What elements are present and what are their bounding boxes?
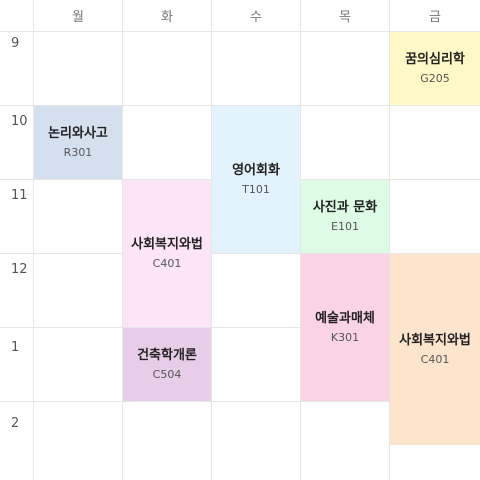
course-block-dream-psychology[interactable]: 꿈의심리학 G205 — [390, 32, 480, 105]
course-name: 꿈의심리학 — [405, 52, 465, 67]
course-block-logic-thinking[interactable]: 논리와사고 R301 — [34, 106, 122, 179]
day-header-mon: 월 — [33, 0, 122, 31]
course-name: 사진과 문화 — [312, 200, 378, 215]
course-block-social-welfare-law[interactable]: 사회복지와법 C401 — [123, 180, 211, 327]
course-room: K301 — [330, 331, 360, 344]
course-block-english-conversation[interactable]: 영어회화 T101 — [212, 106, 300, 253]
course-name: 건축학개론 — [137, 348, 197, 363]
hour-label-10: 10 — [11, 114, 28, 129]
course-room: G205 — [420, 72, 450, 85]
hour-divider — [0, 253, 480, 254]
hour-divider — [0, 401, 480, 402]
course-block-photo-culture[interactable]: 사진과 문화 E101 — [301, 180, 389, 253]
course-block-architecture-intro[interactable]: 건축학개론 C504 — [123, 328, 211, 401]
course-block-social-welfare-law-fri[interactable]: 사회복지와법 C401 — [390, 254, 480, 445]
day-header-tue: 화 — [122, 0, 211, 31]
column-divider — [33, 0, 34, 480]
hour-label-9: 9 — [11, 36, 20, 51]
day-header-fri: 금 — [389, 0, 480, 31]
course-name: 논리와사고 — [48, 126, 108, 141]
hour-divider — [0, 105, 480, 106]
day-header-wed: 수 — [211, 0, 300, 31]
hour-label-12: 12 — [11, 262, 28, 277]
course-room: T101 — [242, 183, 270, 196]
course-room: R301 — [63, 146, 93, 159]
course-name: 영어회화 — [232, 163, 280, 178]
hour-divider — [0, 327, 480, 328]
course-room: C401 — [152, 257, 182, 270]
column-divider — [300, 0, 301, 480]
hour-label-2: 2 — [11, 416, 20, 431]
course-room: C504 — [152, 368, 182, 381]
course-room: E101 — [331, 220, 359, 233]
column-divider — [122, 0, 123, 480]
course-block-art-media[interactable]: 예술과매체 K301 — [301, 254, 389, 401]
course-name: 사회복지와법 — [131, 237, 203, 252]
course-name: 사회복지와법 — [399, 333, 471, 348]
hour-label-1: 1 — [11, 340, 20, 355]
header-divider — [0, 31, 480, 32]
column-divider — [389, 0, 390, 480]
column-divider — [211, 0, 212, 480]
course-room: C401 — [420, 353, 450, 366]
day-header-thu: 목 — [300, 0, 389, 31]
hour-label-11: 11 — [11, 188, 28, 203]
course-name: 예술과매체 — [315, 311, 375, 326]
